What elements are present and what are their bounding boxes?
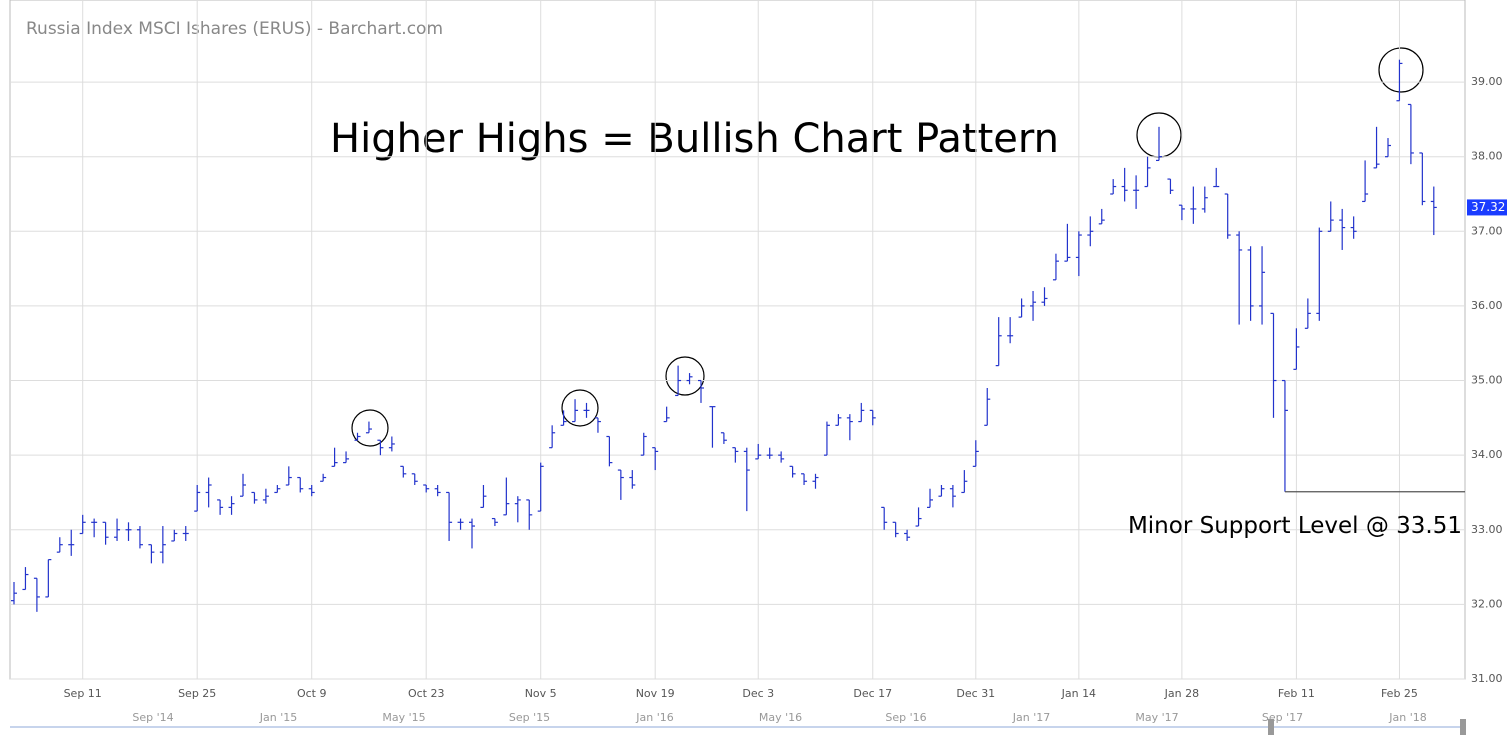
x-tick-label: Sep 11 <box>64 687 102 700</box>
y-tick-label: 31.00 <box>1471 672 1503 685</box>
navigator-handle[interactable] <box>1268 719 1274 735</box>
navigator-label: May '15 <box>382 711 425 724</box>
y-tick-label: 38.00 <box>1471 150 1503 163</box>
x-tick-label: Jan 28 <box>1164 687 1199 700</box>
plot-frame <box>9 0 1466 680</box>
x-tick-label: Feb 25 <box>1381 687 1418 700</box>
annotation: Higher Highs = Bullish Chart Pattern <box>330 116 1059 162</box>
x-tick-label: Nov 19 <box>636 687 675 700</box>
y-tick-label: 34.00 <box>1471 448 1503 461</box>
x-tick-label: Dec 17 <box>853 687 892 700</box>
navigator-label: May '17 <box>1135 711 1178 724</box>
navigator-label: Sep '15 <box>509 711 550 724</box>
y-tick-label: 33.00 <box>1471 523 1503 536</box>
support-label: Minor Support Level @ 33.51 <box>1128 513 1462 539</box>
y-tick-label: 39.00 <box>1471 75 1503 88</box>
navigator-label: Jan '15 <box>259 711 297 724</box>
x-tick-label: Feb 11 <box>1278 687 1315 700</box>
x-tick-label: Sep 25 <box>178 687 216 700</box>
circle <box>561 389 599 427</box>
navigator-label: Sep '14 <box>132 711 173 724</box>
x-tick-label: Oct 9 <box>297 687 327 700</box>
y-tick-label: 37.00 <box>1471 224 1503 237</box>
navigator-label: Sep '16 <box>885 711 926 724</box>
last-price-box <box>1467 199 1507 216</box>
circle <box>351 409 389 447</box>
chart-title: Russia Index MSCI Ishares (ERUS) - Barch… <box>26 19 443 39</box>
navigator-label: Sep '17 <box>1262 711 1303 724</box>
navigator-handle[interactable] <box>1460 719 1466 735</box>
y-tick-label: 32.00 <box>1471 597 1503 610</box>
navigator-label: Jan '16 <box>635 711 673 724</box>
x-tick-label: Dec 3 <box>742 687 774 700</box>
navigator-label: May '16 <box>759 711 802 724</box>
navigator-label: Jan '18 <box>1388 711 1426 724</box>
circle <box>1378 47 1424 93</box>
y-tick-label: 35.00 <box>1471 374 1503 387</box>
last-price-label: 37.32 <box>1471 200 1505 214</box>
y-tick-label: 36.00 <box>1471 299 1503 312</box>
navigator-label: Jan '17 <box>1012 711 1050 724</box>
x-tick-label: Jan 14 <box>1061 687 1096 700</box>
x-tick-label: Oct 23 <box>408 687 445 700</box>
x-tick-label: Nov 5 <box>525 687 557 700</box>
bars <box>11 59 1437 612</box>
x-tick-label: Dec 31 <box>956 687 995 700</box>
circle <box>665 356 705 396</box>
